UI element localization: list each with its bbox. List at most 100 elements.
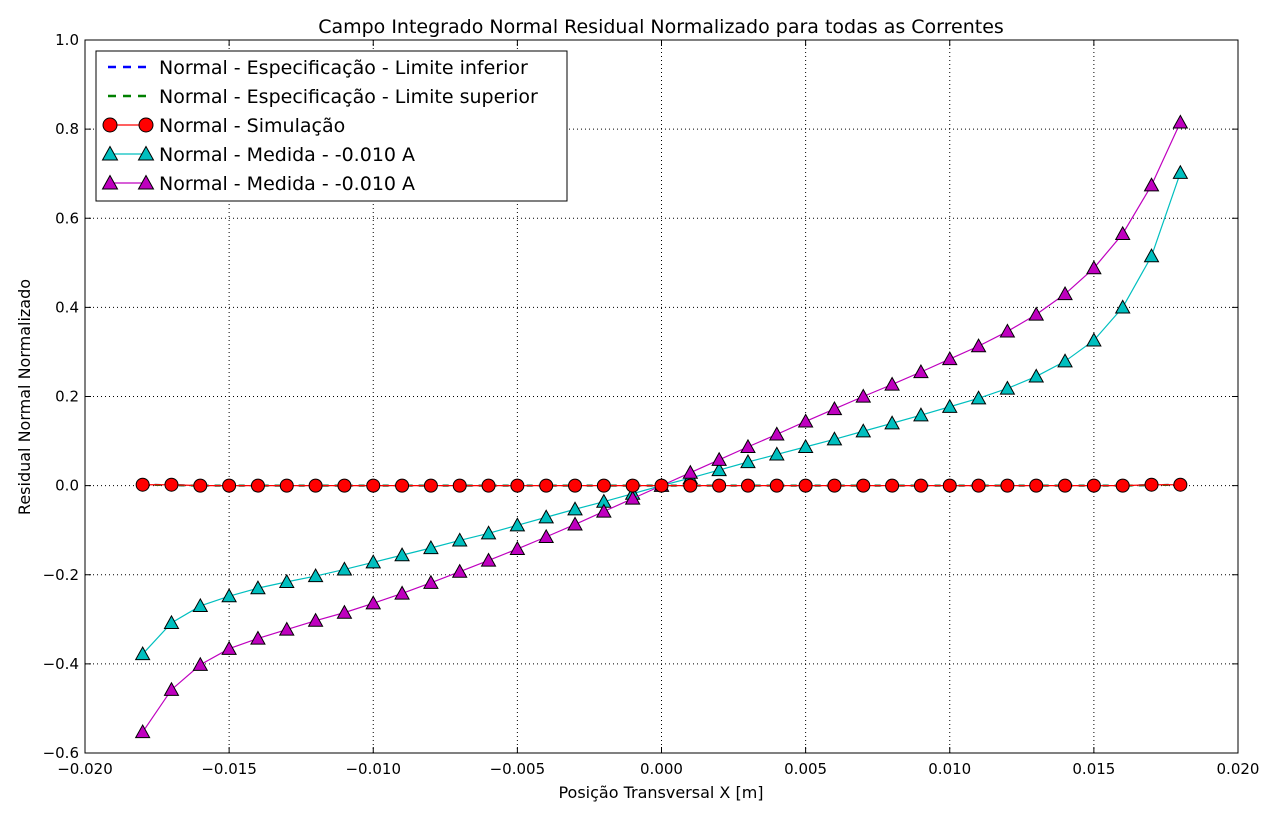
measurement-point [826, 400, 843, 416]
measurement-point [913, 407, 929, 422]
legend-label: Normal - Simulação [159, 115, 345, 137]
simulation-point [740, 478, 755, 493]
legend-label: Normal - Especificação - Limite inferior [159, 57, 528, 79]
simulation-point [337, 478, 352, 493]
y-tick-label: 0.2 [55, 388, 79, 406]
measurement-point [192, 597, 209, 613]
measurement-point [423, 539, 439, 555]
legend: Normal - Especificação - Limite inferior… [95, 50, 568, 202]
measurement-point [711, 451, 727, 466]
simulation-point [1173, 477, 1188, 492]
x-tick-label: 0.020 [1217, 760, 1260, 778]
measurement-point [134, 646, 151, 661]
simulation-point [913, 478, 928, 493]
simulation-point [395, 478, 410, 493]
simulation-point [942, 478, 957, 493]
x-tick-label: 0.015 [1072, 760, 1115, 778]
measurement-point [134, 724, 151, 739]
x-tick-label: −0.005 [490, 760, 546, 778]
measurement-point [797, 413, 814, 428]
measurement-point [1028, 368, 1045, 383]
legend-box [95, 50, 568, 202]
simulation-point [222, 478, 237, 493]
measurement-point [307, 568, 324, 583]
simulation-point [1029, 478, 1044, 493]
measurement-point [1172, 164, 1189, 179]
simulation-point [423, 478, 438, 493]
measurement-point [1114, 225, 1131, 240]
legend-label: Normal - Especificação - Limite superior [159, 86, 538, 108]
measurement-point [1114, 299, 1131, 314]
simulation-point [1086, 478, 1101, 493]
simulation-point [1144, 477, 1159, 492]
measurement-point [596, 503, 612, 518]
measurement-point [250, 630, 266, 645]
measurement-point [278, 573, 295, 588]
measurement-point [941, 351, 958, 366]
measurement-point [740, 438, 756, 453]
measurement-point [1028, 306, 1045, 321]
measurement-point [1143, 177, 1160, 192]
measurement-point [278, 621, 295, 636]
measurement-point [336, 561, 353, 576]
measurement-point [711, 461, 727, 477]
measurement-point [567, 516, 583, 531]
simulation-point [1115, 478, 1130, 493]
legend-label: Normal - Medida - -0.010 A [159, 144, 415, 166]
measurement-point [884, 376, 900, 391]
measurement-point [567, 501, 583, 516]
measurement-point [1057, 285, 1073, 301]
measurement-point [394, 585, 410, 600]
y-tick-label: −0.6 [43, 744, 79, 762]
measurement-point [394, 547, 410, 562]
simulation-point [481, 478, 496, 493]
legend-marker [137, 174, 155, 190]
measurement-point [913, 363, 929, 379]
measurement-point [538, 528, 555, 543]
measurement-point [1086, 260, 1102, 275]
measurement-point [480, 552, 497, 567]
y-tick-label: 0.8 [55, 120, 79, 138]
measurement-point [163, 614, 180, 629]
simulation-point [568, 478, 583, 493]
simulation-point [193, 478, 208, 493]
measurement-point [797, 438, 814, 453]
legend-marker [101, 174, 119, 190]
simulation-point [1058, 478, 1073, 493]
simulation-point [712, 478, 727, 493]
simulation-point [625, 478, 640, 493]
simulation-point [250, 478, 265, 493]
y-tick-label: −0.4 [43, 655, 79, 673]
measurement-point [336, 604, 353, 619]
measurement-point [451, 532, 468, 547]
y-tick-label: 0.4 [55, 298, 79, 316]
simulation-point [510, 478, 525, 493]
x-axis-label: Posição Transversal X [m] [558, 783, 763, 802]
measurement-point [1143, 248, 1160, 263]
simulation-point [654, 478, 669, 493]
measurement-point [855, 423, 872, 438]
measurement-point [451, 563, 468, 578]
simulation-point [683, 478, 698, 493]
measurement-point [423, 574, 439, 589]
x-tick-label: 0.010 [928, 760, 971, 778]
measurement-point [999, 380, 1016, 395]
measurement-point [538, 509, 555, 524]
chart-title: Campo Integrado Normal Residual Normaliz… [318, 16, 1004, 38]
measurement-point [884, 415, 900, 430]
simulation-point [596, 478, 611, 493]
measurement-point [221, 588, 237, 603]
measurement-point [970, 390, 987, 405]
simulation-point [366, 478, 381, 493]
axis-ticks: −0.020 −0.015 −0.010 −0.005 0.000 0.005 0.010 0… [43, 31, 1260, 778]
legend-label: Normal - Medida - -0.010 A [159, 173, 415, 195]
measurement-point [826, 431, 843, 446]
legend-marker [102, 117, 118, 133]
measurement-point [768, 426, 785, 441]
measurement-point [682, 464, 699, 479]
simulation-point [885, 478, 900, 493]
measurement-point [192, 656, 209, 671]
simulation-point [827, 478, 842, 493]
y-tick-label: 0.6 [55, 209, 79, 227]
